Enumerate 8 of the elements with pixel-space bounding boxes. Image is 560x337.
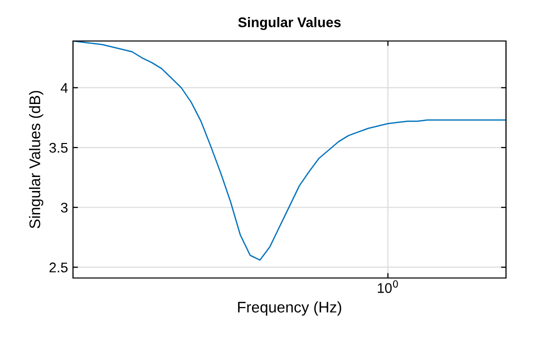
x-tick-label: 10$^{0}$ <box>378 280 398 293</box>
y-tick-label: 3.5 <box>49 142 68 153</box>
x-axis-title: Frequency (Hz) <box>238 301 342 316</box>
y-tick-label: 2.5 <box>50 262 68 272</box>
y-tick-label: 4 <box>60 83 68 93</box>
y-axis-title: Singular Values (dB) <box>29 90 44 228</box>
y-tick-label: 3 <box>60 202 68 213</box>
chart-title: Singular Values <box>238 17 341 30</box>
